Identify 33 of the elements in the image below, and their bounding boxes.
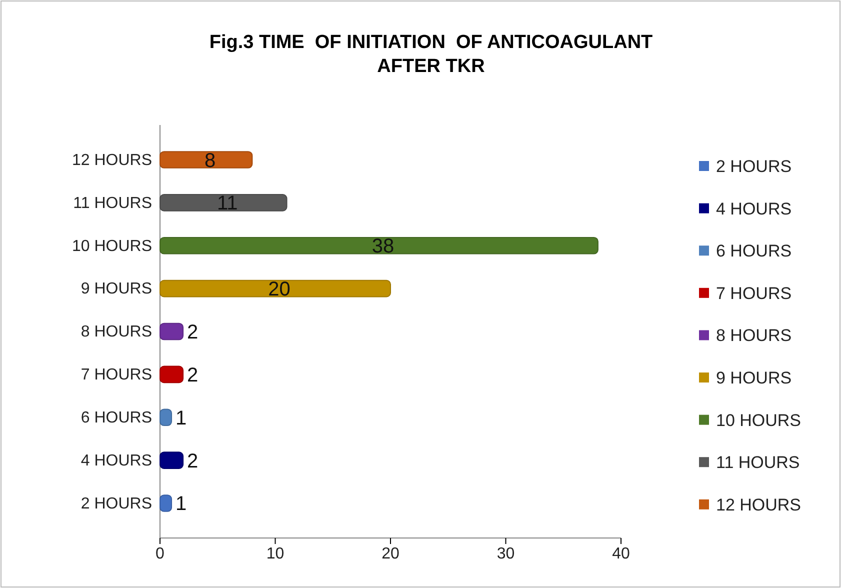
chart-title: Fig.3 TIME OF INITIATION OF ANTICOAGULANT AFTER TKR xyxy=(209,32,654,77)
y-tick-label: 8 HOURS xyxy=(80,324,152,341)
data-label: 2 xyxy=(187,364,198,386)
data-label: 2 xyxy=(187,322,198,344)
legend-label: 2 HOURS xyxy=(716,157,792,176)
legend-label: 8 HOURS xyxy=(716,326,792,346)
legend-label: 4 HOURS xyxy=(716,199,792,218)
legend-label: 9 HOURS xyxy=(716,368,792,388)
data-label: 11 xyxy=(217,192,238,215)
x-tick-label: 0 xyxy=(156,545,165,562)
data-label: 2 xyxy=(187,450,198,472)
data-label: 1 xyxy=(176,407,187,430)
y-tick-label: 6 HOURS xyxy=(80,409,152,426)
y-tick-label: 9 HOURS xyxy=(80,280,152,298)
data-label: 38 xyxy=(372,236,394,258)
legend-label: 12 HOURS xyxy=(716,495,802,514)
y-tick-label: 12 HOURS xyxy=(72,152,152,169)
y-tick-label: 11 HOURS xyxy=(73,194,152,212)
legend-label: 7 HOURS xyxy=(716,284,792,303)
x-tick-label: 20 xyxy=(382,545,400,562)
y-tick-label: 4 HOURS xyxy=(80,452,152,470)
x-tick-label: 30 xyxy=(496,545,515,562)
legend-label: 11 HOURS xyxy=(716,453,800,472)
legend-label: 10 HOURS xyxy=(716,410,802,430)
x-tick-label: 10 xyxy=(266,545,284,562)
y-tick-label: 7 HOURS xyxy=(80,366,152,384)
data-label: 1 xyxy=(176,493,187,516)
data-label: 8 xyxy=(204,150,216,172)
y-tick-label: 10 HOURS xyxy=(72,238,152,255)
x-tick-label: 40 xyxy=(612,545,630,562)
data-label: 20 xyxy=(268,278,290,301)
legend-label: 6 HOURS xyxy=(716,242,792,261)
y-tick-label: 2 HOURS xyxy=(80,495,152,512)
